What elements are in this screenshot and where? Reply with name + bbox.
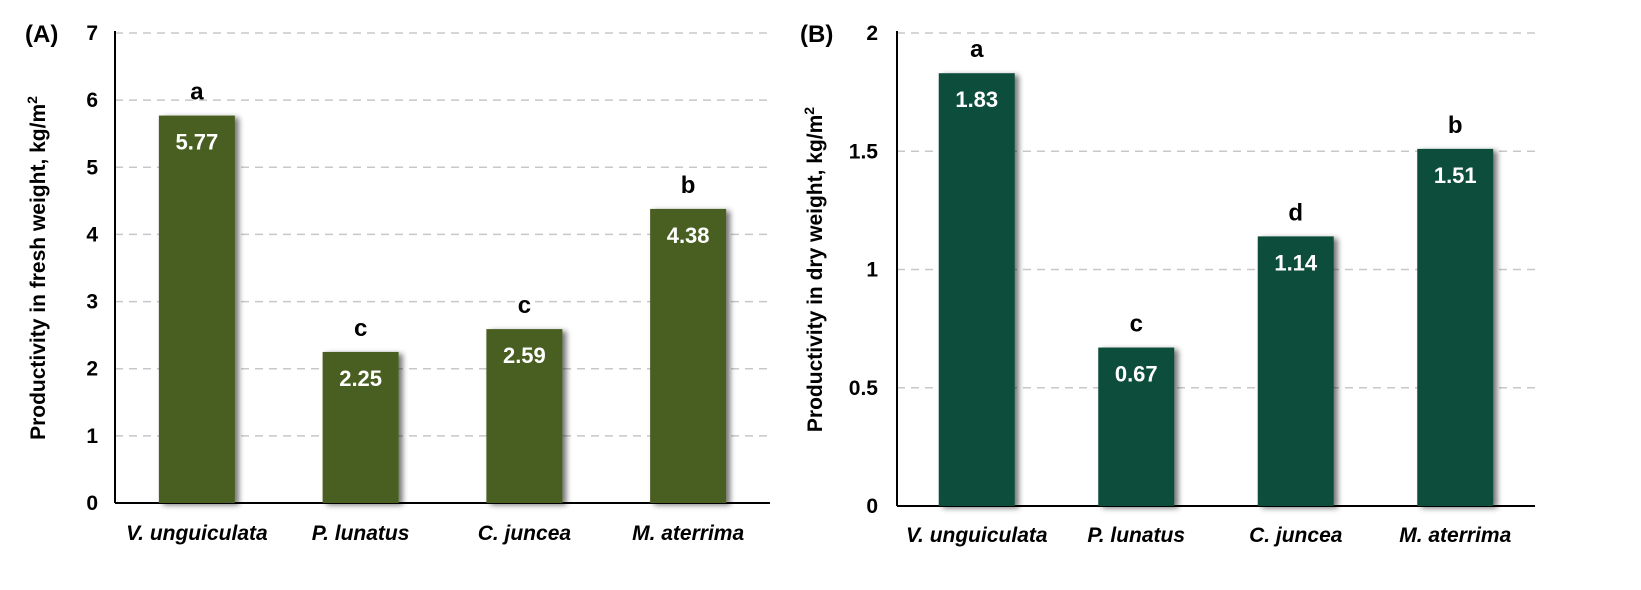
bar-value-label: 2.59 — [503, 343, 546, 368]
significance-letter: b — [1448, 112, 1463, 139]
y-tick-label: 1 — [866, 259, 878, 282]
x-category-label: V. unguiculata — [906, 524, 1048, 547]
y-tick-label: 6 — [86, 89, 98, 112]
y-tick-label: 2 — [86, 358, 98, 381]
chart-panel-b: 0 0.5 1 1.5 2 (B) Productivity in dry weight, … — [800, 21, 1535, 547]
x-category-label: C. juncea — [1249, 524, 1343, 547]
x-category-label: M. aterrima — [1399, 524, 1511, 547]
significance-letter: a — [190, 79, 204, 106]
significance-letter: a — [970, 36, 984, 63]
bar — [650, 208, 727, 503]
bar — [1417, 148, 1494, 506]
chart-panel-a: 0 1 2 3 4 5 6 7 (A) Productivity in fresh weight,… — [24, 21, 770, 545]
y-tick-label: 1.5 — [849, 140, 879, 163]
bar — [486, 329, 563, 503]
y-tick-label: 0 — [866, 495, 878, 518]
bar-value-label: 4.38 — [667, 223, 710, 248]
y-tick-label: 1 — [86, 425, 98, 448]
panel-label: (B) — [800, 21, 833, 48]
x-category-label: P. lunatus — [1087, 524, 1185, 547]
bar — [938, 73, 1015, 506]
significance-letter: d — [1288, 199, 1303, 226]
significance-letter: c — [1130, 311, 1143, 338]
bar-value-label: 1.14 — [1274, 250, 1318, 275]
bar-value-label: 0.67 — [1115, 362, 1158, 387]
y-tick-label: 5 — [86, 156, 98, 179]
y-axis-title: Productivity in dry weight, kg/m2 — [801, 107, 827, 432]
y-tick-label: 0 — [86, 492, 98, 515]
significance-letter: c — [518, 292, 531, 319]
x-category-label: M. aterrima — [632, 522, 744, 545]
bar — [1098, 347, 1175, 506]
y-tick-label: 3 — [86, 291, 98, 314]
x-category-label: C. juncea — [478, 522, 572, 545]
bar — [158, 115, 235, 503]
x-category-label: V. unguiculata — [126, 522, 268, 545]
x-category-label: P. lunatus — [312, 522, 410, 545]
significance-letter: c — [354, 315, 367, 342]
bar-value-label: 1.83 — [955, 87, 998, 112]
bar-value-label: 2.25 — [339, 366, 382, 391]
y-tick-label: 2 — [866, 22, 878, 45]
y-tick-label: 4 — [86, 223, 98, 246]
bar — [1257, 236, 1334, 506]
bar — [322, 351, 399, 503]
significance-letter: b — [681, 172, 696, 199]
y-tick-label: 0.5 — [849, 377, 879, 400]
y-axis-title: Productivity in fresh weight, kg/m2 — [24, 96, 50, 440]
panel-label: (A) — [25, 21, 58, 48]
bar-value-label: 5.77 — [175, 130, 218, 155]
y-tick-label: 7 — [86, 22, 98, 45]
bar-value-label: 1.51 — [1434, 163, 1477, 188]
